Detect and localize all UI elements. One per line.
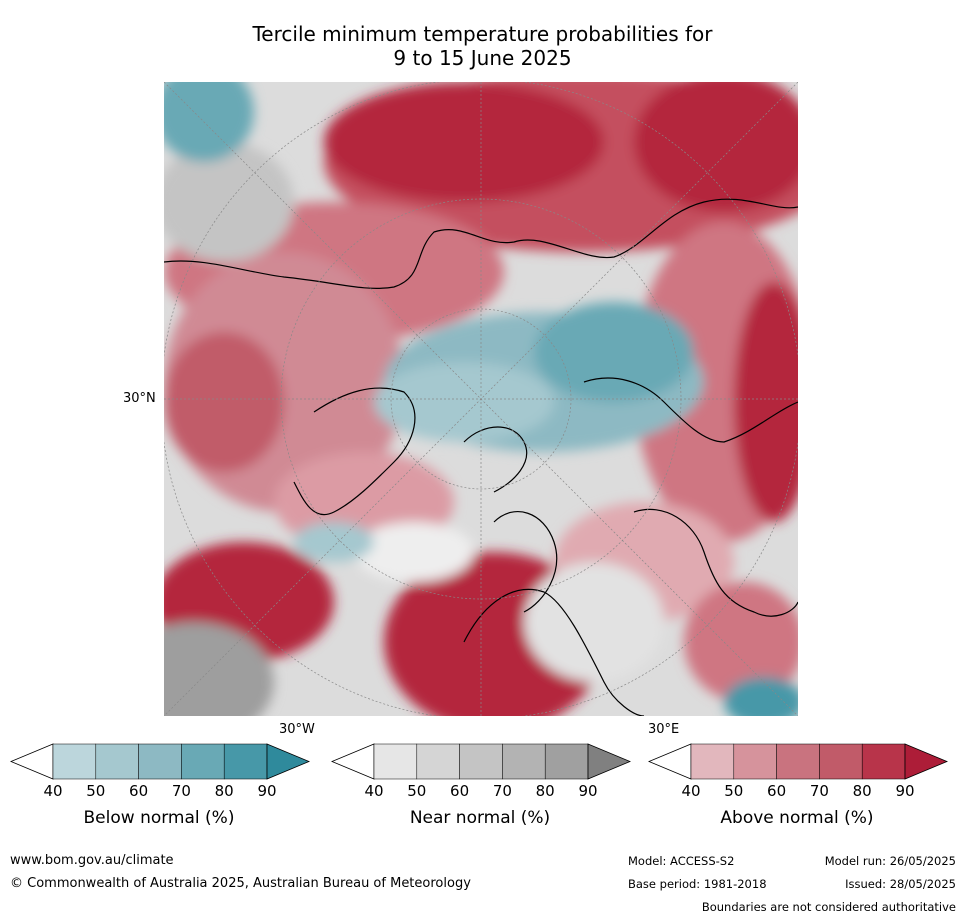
map-title: Tercile minimum temperature probabilitie… <box>0 22 965 70</box>
near-normal-tick: 50 <box>407 782 427 800</box>
near-normal-tick: 60 <box>450 782 470 800</box>
website-link[interactable]: www.bom.gov.au/climate <box>10 853 174 868</box>
above-normal-tick: 40 <box>681 782 701 800</box>
above-normal-tick: 90 <box>895 782 915 800</box>
above-normal-tick: 60 <box>767 782 787 800</box>
map-svg <box>164 82 798 716</box>
model-label: Model: ACCESS-S2 <box>628 854 735 868</box>
above-normal-tick: 80 <box>852 782 872 800</box>
probability-map <box>164 82 798 716</box>
above-normal-label: Above normal (%) <box>720 808 874 828</box>
lat-label-30n: 30°N <box>123 391 156 406</box>
title-line-1: Tercile minimum temperature probabilitie… <box>252 22 713 46</box>
below-normal-label: Below normal (%) <box>83 808 235 828</box>
base-period-label: Base period: 1981-2018 <box>628 877 767 891</box>
probability-field <box>164 82 798 716</box>
near-normal-colorbar <box>331 743 631 780</box>
lon-label-30w: 30°W <box>279 722 315 737</box>
below-normal-tick: 90 <box>257 782 277 800</box>
issued-label: Issued: 28/05/2025 <box>845 877 956 891</box>
title-line-2: 9 to 15 June 2025 <box>393 46 572 70</box>
above-normal-tick: 50 <box>724 782 744 800</box>
below-normal-tick: 60 <box>129 782 149 800</box>
above-normal-colorbar <box>648 743 948 780</box>
graticule <box>164 82 798 716</box>
near-normal-tick: 90 <box>578 782 598 800</box>
above-normal-tick: 70 <box>809 782 829 800</box>
disclaimer: Boundaries are not considered authoritat… <box>701 900 956 914</box>
near-normal-label: Near normal (%) <box>409 808 551 828</box>
model-run-label: Model run: 26/05/2025 <box>824 854 956 868</box>
coastlines <box>164 198 798 716</box>
copyright: © Commonwealth of Australia 2025, Austra… <box>10 876 471 891</box>
near-normal-tick: 40 <box>364 782 384 800</box>
near-normal-tick: 70 <box>492 782 512 800</box>
below-normal-tick: 50 <box>86 782 106 800</box>
lon-label-30e: 30°E <box>648 722 680 737</box>
near-normal-tick: 80 <box>535 782 555 800</box>
below-normal-tick: 80 <box>214 782 234 800</box>
below-normal-tick: 70 <box>171 782 191 800</box>
below-normal-colorbar <box>10 743 310 780</box>
below-normal-tick: 40 <box>43 782 63 800</box>
